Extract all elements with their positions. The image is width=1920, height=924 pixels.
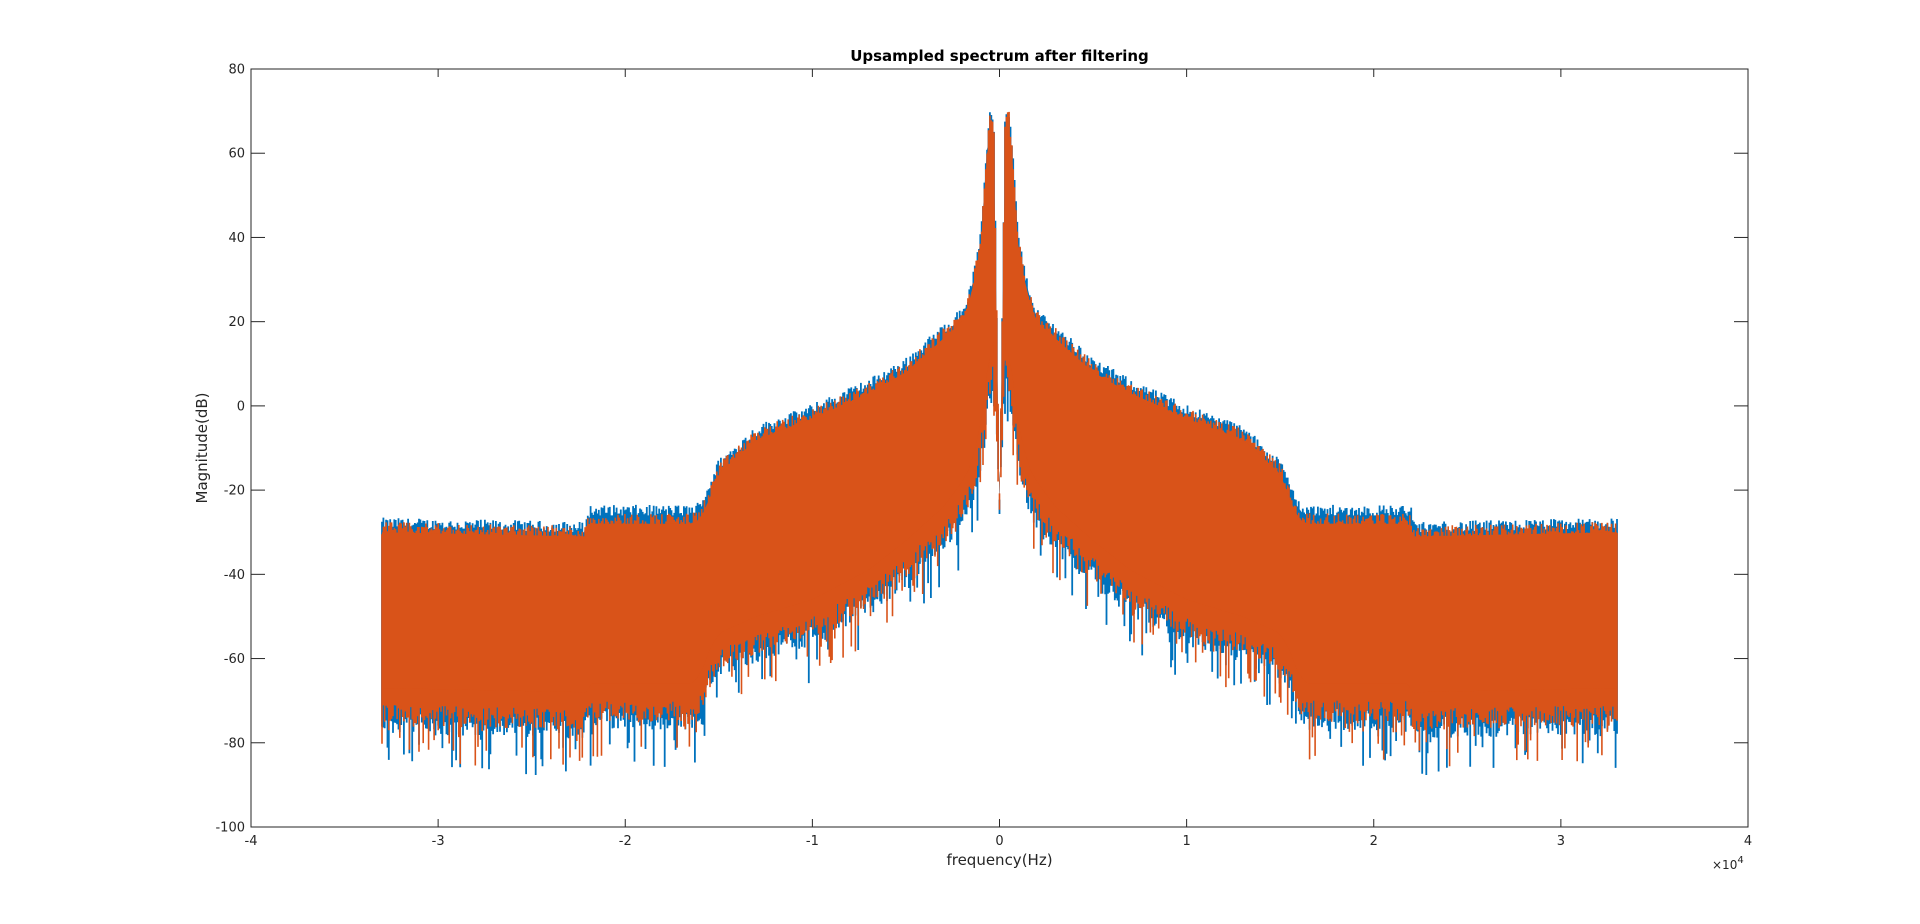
spectrum-band-1 — [382, 126, 1617, 693]
x-axis-exponent: ×104 — [1712, 855, 1744, 872]
chart-title: Upsampled spectrum after filtering — [850, 47, 1149, 65]
y-axis-label: Magnitude(dB) — [193, 393, 211, 504]
x-tick-label: 3 — [1557, 834, 1565, 849]
x-axis-exponent-power: 4 — [1737, 855, 1743, 866]
y-tick-label: -20 — [224, 484, 245, 499]
x-axis-label: frequency(Hz) — [946, 851, 1052, 869]
y-tick-label: -100 — [215, 821, 245, 836]
x-tick-label: -4 — [245, 834, 258, 849]
y-tick-label: -40 — [224, 568, 245, 583]
y-tick-label: 0 — [237, 399, 245, 414]
x-tick-label: 1 — [1182, 834, 1190, 849]
y-tick-label: 60 — [228, 147, 245, 162]
y-tick-label: 40 — [228, 231, 245, 246]
x-tick-label: 2 — [1370, 834, 1378, 849]
y-tick-label: 20 — [228, 315, 245, 330]
x-axis-exponent-base: ×10 — [1712, 858, 1737, 872]
x-tick-label: 4 — [1744, 834, 1752, 849]
x-tick-label: -3 — [432, 834, 445, 849]
y-tick-label: -80 — [224, 736, 245, 751]
x-tick-label: 0 — [995, 834, 1003, 849]
plot-area — [381, 111, 1618, 775]
y-tick-label: 80 — [228, 63, 245, 78]
x-tick-label: -1 — [806, 834, 819, 849]
x-tick-label: -2 — [619, 834, 632, 849]
y-tick-label: -60 — [224, 652, 245, 667]
axes: -4 -3 -2 -1 0 1 2 3 4 80 60 40 20 0 -20 -40 -60 -80 -100 — [215, 63, 1752, 850]
spectrum-series-1 — [381, 111, 1618, 767]
